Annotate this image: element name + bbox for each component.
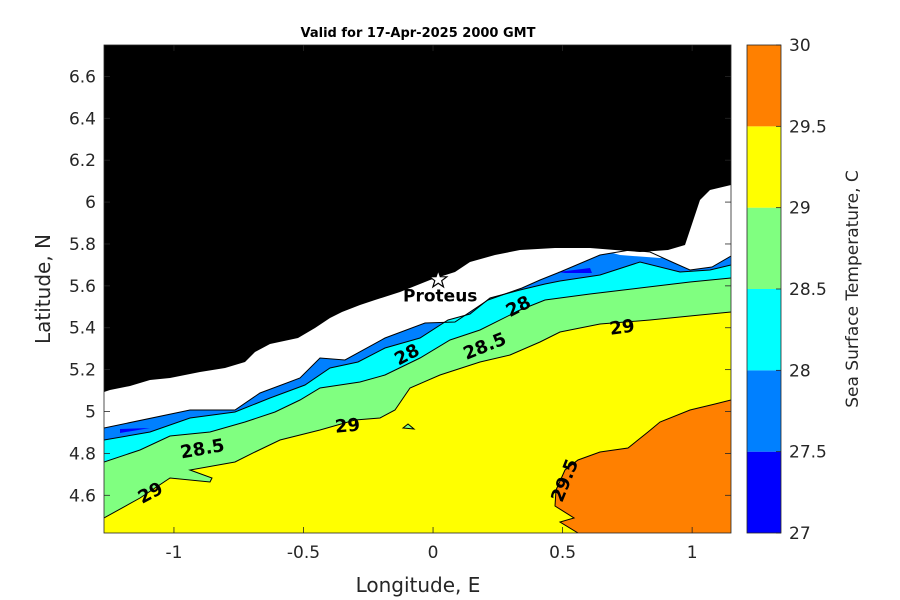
- colorbar-tick-label: 29: [789, 199, 811, 219]
- y-tick-label: 6.2: [69, 151, 96, 171]
- station-label: Proteus: [403, 287, 477, 307]
- contour-label: 29: [334, 415, 361, 438]
- station-star-icon: [427, 268, 449, 289]
- x-tick-label: -0.5: [287, 543, 320, 563]
- y-tick-label: 5.6: [69, 277, 96, 297]
- sst-band-29.5-30: [555, 400, 731, 533]
- y-tick-label: 5.8: [69, 235, 96, 255]
- colorbar-segment: [747, 370, 781, 452]
- y-tick-label: 6.6: [69, 67, 96, 87]
- chart-title: Valid for 17-Apr-2025 2000 GMT: [301, 26, 536, 41]
- y-axis-label: Latitude, N: [31, 234, 55, 344]
- station-marker: Proteus: [403, 268, 477, 307]
- x-tick-label: 0.5: [549, 543, 576, 563]
- y-tick-label: 5.2: [69, 361, 96, 381]
- contour-line-29.5: [554, 399, 731, 533]
- contour-label: 29: [608, 316, 636, 340]
- y-tick-label: 4.6: [69, 486, 96, 506]
- y-tick-label: 5.4: [69, 319, 96, 339]
- colorbar-tick-label: 27.5: [789, 443, 827, 463]
- colorbar-tick-label: 27: [789, 524, 811, 544]
- land-mass: [104, 45, 731, 392]
- x-axis-ticks: -1 -0.5 0 0.5 1: [165, 45, 698, 563]
- plot-frame: [103, 44, 732, 534]
- contour-line-28.5: [104, 277, 731, 463]
- x-axis-label: Longitude, E: [356, 573, 481, 597]
- y-tick-label: 4.8: [69, 444, 96, 464]
- colorbar-segment: [747, 45, 781, 127]
- y-tick-label: 6.4: [69, 109, 96, 129]
- contour-lines: [104, 249, 731, 533]
- y-tick-label: 6: [85, 193, 96, 213]
- contour-island-29: [401, 423, 416, 430]
- x-tick-label: 0: [428, 543, 439, 563]
- colorbar-tick-label: 29.5: [789, 117, 827, 137]
- colorbar-label: Sea Surface Temperature, C: [843, 170, 863, 408]
- contour-line-28: [104, 261, 731, 441]
- x-tick-label: 1: [687, 543, 698, 563]
- colorbar-tick-label: 28: [789, 361, 811, 381]
- colorbar-tick-label: 30: [789, 36, 811, 56]
- colorbar-segment: [747, 207, 781, 289]
- colorbar-segment: [747, 451, 781, 533]
- colorbar-tick-label: 28.5: [789, 280, 827, 300]
- colorbar-segment: [747, 126, 781, 208]
- y-axis-ticks: 4.6 4.8 5 5.2 5.4 5.6 5.8 6 6.2 6.4 6.6: [69, 67, 731, 506]
- x-tick-label: -1: [165, 543, 182, 563]
- colorbar: 27 27.5 28 28.5 29 29.5 30: [746, 36, 827, 544]
- colorbar-segment: [747, 289, 781, 371]
- y-tick-label: 5: [85, 403, 96, 423]
- contour-line-29: [104, 311, 731, 519]
